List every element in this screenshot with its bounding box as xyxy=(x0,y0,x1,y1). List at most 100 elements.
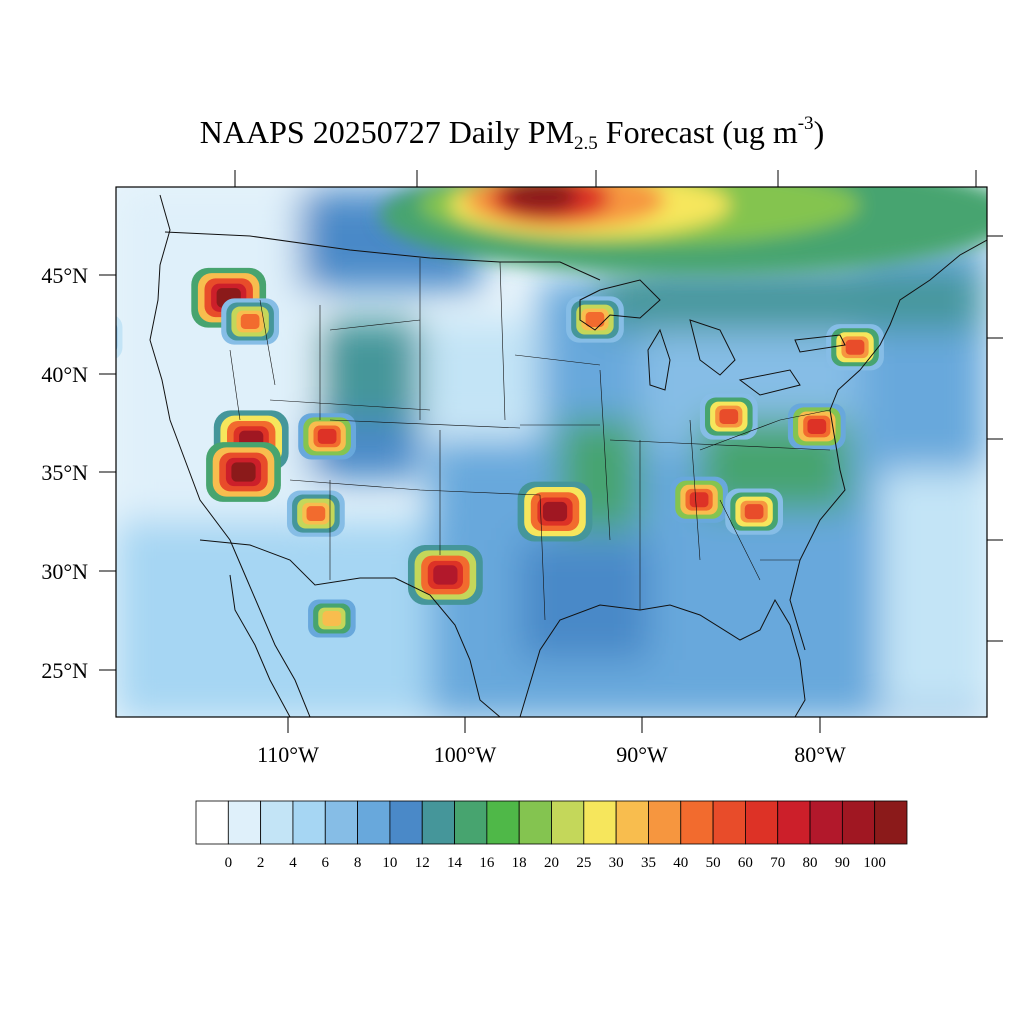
longitude-label: 80°W xyxy=(794,742,846,767)
hotspot-ring xyxy=(116,323,118,351)
hotspot-ring xyxy=(744,504,764,520)
hotspot-ring xyxy=(433,565,458,585)
title-middle: Forecast (ug m xyxy=(597,114,798,150)
colorbar-swatch xyxy=(648,800,682,845)
title-superscript: -3 xyxy=(797,113,814,134)
hotspot-10 xyxy=(826,324,884,371)
hotspot-11 xyxy=(699,393,758,440)
colorbar-label: 90 xyxy=(835,855,850,871)
hotspot-ring xyxy=(317,428,337,444)
latitude-label: 25°N xyxy=(41,658,88,683)
latitude-label: 30°N xyxy=(41,559,88,584)
colorbar-swatch xyxy=(227,800,262,845)
latitude-label: 40°N xyxy=(41,362,88,387)
west-coast xyxy=(149,194,311,717)
colorbar-swatch xyxy=(745,800,779,845)
hotspot-ring xyxy=(322,611,342,626)
hotspot-13 xyxy=(670,476,728,523)
colorbar-label: 50 xyxy=(706,855,721,871)
hotspot-ring xyxy=(719,409,739,425)
colorbar-label: 40 xyxy=(673,855,688,871)
longitude-label: 110°W xyxy=(257,742,319,767)
longitude-label: 100°W xyxy=(434,742,497,767)
hotspot-ring xyxy=(240,314,260,329)
colorbar-swatch xyxy=(809,800,843,845)
colorbar-swatch xyxy=(454,800,488,845)
gulf-coast xyxy=(394,577,806,717)
colorbar-swatch xyxy=(260,800,294,845)
hotspot-1 xyxy=(221,298,280,345)
colorbar-swatch xyxy=(583,800,617,845)
colorbar-swatch xyxy=(292,800,326,845)
colorbar-label: 8 xyxy=(354,855,362,871)
colorbar-swatch xyxy=(680,800,714,845)
hotspot-ring xyxy=(807,418,827,434)
hotspot-7 xyxy=(407,545,483,605)
title-subscript: 2.5 xyxy=(574,133,598,154)
colorbar-swatch xyxy=(195,800,229,845)
colorbar-swatch xyxy=(551,800,585,845)
canada-smoke-plume xyxy=(380,187,987,275)
hotspot-ring xyxy=(585,312,605,328)
colorbar-legend: 0 2 4 6 8 10 12 14 16 18 20 25 30 35 40 50 60 70 80 90 100 xyxy=(195,800,908,871)
hotspot-ring xyxy=(845,339,865,355)
hotspot-ring xyxy=(80,326,107,348)
latitude-label: 45°N xyxy=(41,263,88,288)
state-lines xyxy=(229,258,831,621)
colorbar-label: 80 xyxy=(803,855,818,871)
colorbar-swatch xyxy=(421,800,455,845)
colorbar-label: 35 xyxy=(641,855,656,871)
colorbar-label: 20 xyxy=(544,855,559,871)
chart-title: NAAPS 20250727 Daily PM2.5 Forecast (ug … xyxy=(0,113,1024,155)
hotspot-ring xyxy=(75,322,112,352)
hotspot-ring xyxy=(542,501,568,522)
hotspot-6 xyxy=(286,490,345,537)
hotspot-ring xyxy=(231,462,256,482)
colorbar-swatch xyxy=(615,800,649,845)
baja-coast xyxy=(229,574,291,717)
colorbar-swatch xyxy=(874,800,908,845)
coastlines-and-borders xyxy=(149,194,987,717)
colorbar-label: 0 xyxy=(225,855,233,871)
map-frame: 45°N 40°N 35°N 30°N 25°N 110°W 100°W 90°W 80°W xyxy=(41,170,1003,767)
hotspot-5 xyxy=(298,413,357,460)
hotspot-2 xyxy=(75,316,123,359)
colorbar-label: 14 xyxy=(447,855,463,871)
colorbar-label: 12 xyxy=(415,855,430,871)
colorbar-label: 6 xyxy=(322,855,330,871)
colorbar-swatch xyxy=(486,800,520,845)
great-lakes xyxy=(579,279,846,396)
us-canada-border xyxy=(164,231,601,281)
longitude-label: 90°W xyxy=(616,742,668,767)
hotspot-9 xyxy=(566,296,624,343)
colorbar-label: 18 xyxy=(512,855,527,871)
colorbar-label: 100 xyxy=(863,855,886,871)
colorbar-label: 25 xyxy=(576,855,591,871)
colorbar-swatch xyxy=(357,800,391,845)
colorbar-label: 70 xyxy=(770,855,785,871)
hotspot-12 xyxy=(787,403,846,450)
latitude-label: 35°N xyxy=(41,460,88,485)
atlantic-coast xyxy=(789,239,987,651)
title-suffix: ) xyxy=(813,114,825,150)
colorbar-swatch xyxy=(324,800,358,845)
hotspot-ring xyxy=(306,506,326,522)
us-mexico-border xyxy=(199,539,395,586)
colorbar-label: 10 xyxy=(382,855,397,871)
colorbar-swatch xyxy=(389,800,423,845)
colorbar-label: 30 xyxy=(609,855,624,871)
colorbar-swatch xyxy=(712,800,746,845)
colorbar-swatch xyxy=(518,800,552,845)
pm25-field xyxy=(75,187,987,717)
colorbar-swatch xyxy=(777,800,811,845)
colorbar-label: 2 xyxy=(257,855,265,871)
hotspot-ring xyxy=(84,330,103,345)
colorbar-label: 4 xyxy=(289,855,297,871)
hotspot-14 xyxy=(725,488,783,535)
hotspot-4 xyxy=(206,442,281,502)
colorbar-swatch xyxy=(841,800,876,845)
hotspot-ring xyxy=(116,316,123,359)
hotspot-15 xyxy=(302,595,361,642)
title-prefix: NAAPS 20250727 Daily PM xyxy=(199,114,575,150)
